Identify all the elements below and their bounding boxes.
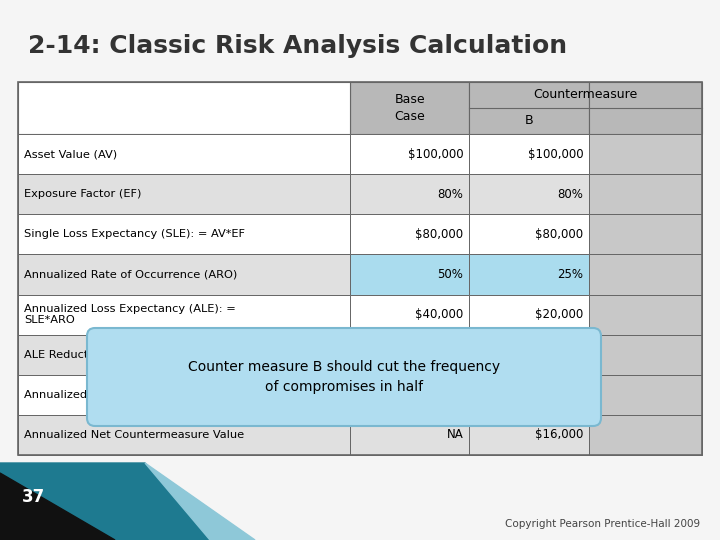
Bar <box>469 214 589 254</box>
Bar <box>350 174 469 214</box>
Text: 80%: 80% <box>557 188 583 201</box>
Bar <box>469 174 589 214</box>
Bar <box>18 82 702 455</box>
Bar <box>18 174 350 214</box>
Text: $100,000: $100,000 <box>528 147 583 160</box>
Bar <box>18 254 350 294</box>
Text: NA: NA <box>446 348 464 361</box>
Bar <box>350 134 469 174</box>
Text: ALE Reduction: ALE Reduction <box>24 350 106 360</box>
Bar <box>589 335 702 375</box>
Bar <box>469 82 589 134</box>
Text: $100,000: $100,000 <box>408 147 464 160</box>
Text: Countermeasure: Countermeasure <box>534 89 638 102</box>
Polygon shape <box>0 473 115 540</box>
Bar <box>469 294 589 335</box>
Text: 37: 37 <box>22 488 45 506</box>
Text: Copyright Pearson Prentice-Hall 2009: Copyright Pearson Prentice-Hall 2009 <box>505 519 700 529</box>
Bar <box>350 294 469 335</box>
Bar <box>18 214 350 254</box>
Text: Annualized Countermeasure Cost: Annualized Countermeasure Cost <box>24 390 215 400</box>
Bar <box>18 294 350 335</box>
Bar <box>18 375 350 415</box>
Text: $80,000: $80,000 <box>535 228 583 241</box>
FancyBboxPatch shape <box>87 328 601 426</box>
Text: 2-14: Classic Risk Analysis Calculation: 2-14: Classic Risk Analysis Calculation <box>28 34 567 58</box>
Text: $20,000: $20,000 <box>535 308 583 321</box>
Bar <box>18 134 350 174</box>
Text: $40,000: $40,000 <box>415 308 464 321</box>
Bar <box>350 214 469 254</box>
Text: Exposure Factor (EF): Exposure Factor (EF) <box>24 189 141 199</box>
Text: B: B <box>525 114 534 127</box>
Bar <box>589 174 702 214</box>
Bar <box>589 134 702 174</box>
Bar <box>589 375 702 415</box>
Bar <box>18 335 350 375</box>
Bar <box>469 335 589 375</box>
Text: Annualized Loss Expectancy (ALE): =
SLE*ARO: Annualized Loss Expectancy (ALE): = SLE*… <box>24 304 235 326</box>
Bar <box>469 415 589 455</box>
Polygon shape <box>0 463 210 540</box>
Text: Annualized Rate of Occurrence (ARO): Annualized Rate of Occurrence (ARO) <box>24 269 238 279</box>
Bar <box>18 415 350 455</box>
Bar <box>589 214 702 254</box>
Bar <box>350 375 469 415</box>
Bar <box>350 82 469 134</box>
Bar <box>469 134 589 174</box>
Text: Annualized Net Countermeasure Value: Annualized Net Countermeasure Value <box>24 430 244 440</box>
Text: Asset Value (AV): Asset Value (AV) <box>24 149 117 159</box>
Bar <box>469 254 589 294</box>
Text: Single Loss Expectancy (SLE): = AV*EF: Single Loss Expectancy (SLE): = AV*EF <box>24 230 245 239</box>
Text: 25%: 25% <box>557 268 583 281</box>
Bar <box>589 82 702 134</box>
Polygon shape <box>145 463 255 540</box>
Text: NA: NA <box>446 388 464 401</box>
Bar <box>350 415 469 455</box>
Text: $20,000: $20,000 <box>535 348 583 361</box>
Text: 80%: 80% <box>438 188 464 201</box>
Bar <box>589 254 702 294</box>
Text: $4,000: $4,000 <box>542 388 583 401</box>
Bar <box>469 375 589 415</box>
Text: 50%: 50% <box>438 268 464 281</box>
Bar <box>350 254 469 294</box>
Bar <box>589 415 702 455</box>
Text: Counter measure B should cut the frequency
of compromises in half: Counter measure B should cut the frequen… <box>188 360 500 394</box>
Bar <box>18 82 350 134</box>
Text: Base
Case: Base Case <box>395 93 425 123</box>
Bar <box>589 294 702 335</box>
Text: $80,000: $80,000 <box>415 228 464 241</box>
Text: NA: NA <box>446 428 464 441</box>
Bar <box>350 335 469 375</box>
Text: $16,000: $16,000 <box>535 428 583 441</box>
